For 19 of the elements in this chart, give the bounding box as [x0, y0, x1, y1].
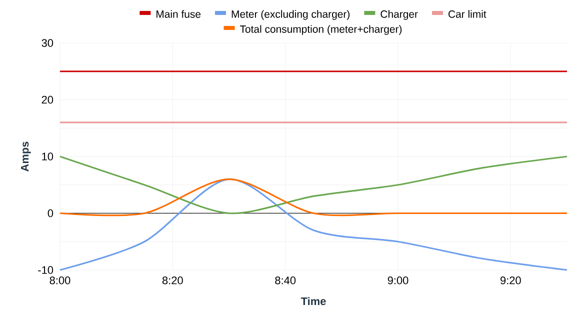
- y-tick-label: 30: [42, 39, 54, 47]
- x-tick-label: 9:00: [388, 276, 408, 284]
- x-tick-label: 8:40: [275, 276, 296, 284]
- legend-label: Charger: [380, 10, 418, 20]
- legend-label: Main fuse: [156, 10, 201, 18]
- x-tick-label: 9:20: [500, 276, 521, 284]
- y-tick-label: -10: [38, 266, 54, 274]
- y-axis-title: Amps: [21, 142, 31, 172]
- y-tick-label: 0: [48, 209, 54, 218]
- legend-label: Total consumption (meter+charger): [240, 25, 402, 35]
- line-series: [59, 178, 568, 271]
- y-tick-label: 20: [42, 96, 54, 104]
- x-tick-label: 8:20: [162, 276, 183, 284]
- x-tick-label: 8:00: [50, 276, 70, 284]
- x-axis-title: Time: [300, 297, 326, 306]
- line-series: [59, 156, 568, 214]
- legend-label: Meter (excluding charger): [232, 10, 350, 20]
- y-tick-label: 10: [42, 152, 54, 160]
- legend-label: Car limit: [448, 10, 486, 18]
